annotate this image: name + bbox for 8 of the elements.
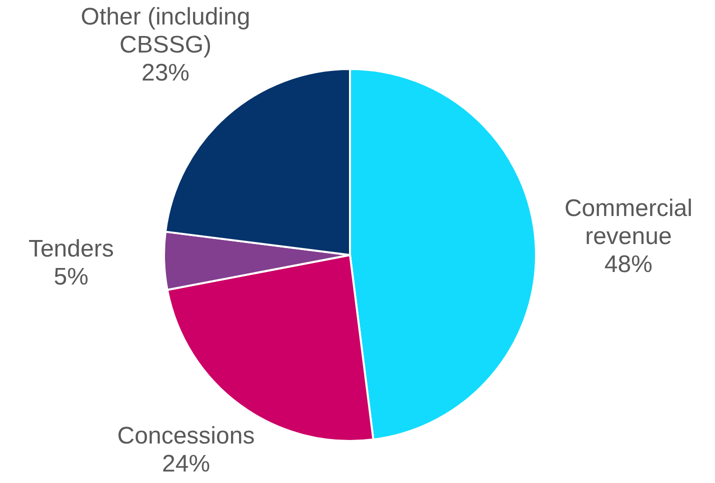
slice-label: Concessions: [117, 422, 255, 450]
slice-label: Other (including CBSSG): [80, 3, 250, 58]
data-label: 23%: [141, 59, 190, 86]
slice-label: Commercial revenue: [564, 195, 692, 250]
data-label: 5%: [54, 263, 88, 290]
data-label: 24%: [162, 450, 210, 478]
slice-label: Tenders: [28, 235, 114, 262]
data-label: 48%: [604, 251, 652, 278]
